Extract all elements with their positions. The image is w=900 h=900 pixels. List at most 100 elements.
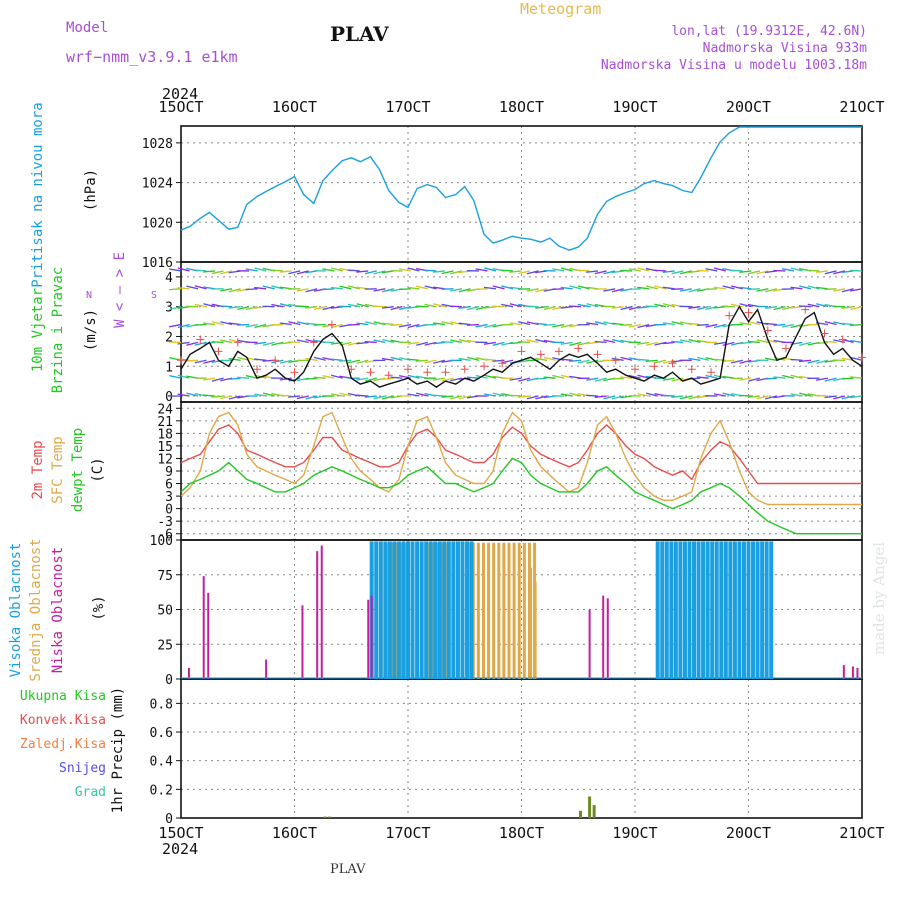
wind-arrow	[620, 356, 633, 361]
wind-arrow	[390, 306, 403, 311]
wind-arrow	[449, 288, 463, 292]
wind-arrow	[841, 357, 854, 361]
wind-arrow	[790, 267, 803, 272]
wind-arrow	[432, 341, 445, 345]
wind-arrow	[824, 321, 837, 326]
wind-arrow	[416, 392, 429, 397]
wind-arrow	[560, 286, 573, 290]
wind-arrow	[373, 395, 386, 400]
wind-arrow	[688, 322, 701, 326]
wind-arrow	[782, 374, 795, 379]
wind-arrow	[637, 341, 650, 345]
wind-arrow	[475, 268, 488, 272]
wind-arrow	[535, 338, 548, 344]
wind-arrow	[398, 268, 411, 272]
low-cloud-bar	[851, 666, 854, 679]
wind-arrow	[245, 375, 258, 379]
panel-frame-wind	[180, 261, 863, 403]
bottom-date-label: 20OCT	[726, 824, 771, 842]
mid-cloud-bar	[436, 542, 440, 679]
wind-gust-marker	[650, 362, 659, 371]
top-date-label: 15OCT	[158, 98, 203, 116]
wind-arrow	[739, 303, 752, 308]
wind-arrow	[271, 285, 284, 290]
wind-arrow	[739, 359, 752, 364]
low-cloud-bar	[602, 595, 605, 679]
wind-arrow	[441, 377, 454, 382]
wind-arrow	[407, 286, 420, 290]
wind-gust-marker	[781, 344, 790, 353]
wind-gust-marker	[441, 368, 450, 377]
low-cloud-bar	[588, 609, 591, 679]
wind-arrow	[509, 377, 522, 381]
wind-arrow	[526, 395, 539, 400]
wind-arrow	[756, 395, 769, 400]
wind-arrow	[330, 267, 343, 272]
wind-arrow	[475, 323, 488, 328]
low-cloud-bar	[606, 598, 609, 679]
wind-arrow	[330, 306, 343, 309]
wind-arrow	[560, 374, 573, 379]
wind-arrow	[228, 288, 241, 293]
wind-arrow	[484, 374, 497, 379]
wind-arrow	[850, 376, 863, 379]
wind-arrow	[543, 306, 556, 311]
y-tick-label: 75	[157, 569, 173, 584]
wind-arrow	[611, 377, 624, 380]
wind-arrow	[245, 288, 258, 291]
y-tick-label: 2	[165, 330, 173, 345]
high-cloud-bar	[746, 541, 751, 679]
mid-cloud-bar	[512, 542, 516, 679]
wind-arrow	[722, 285, 735, 290]
wind-arrow	[833, 288, 846, 292]
wind-arrow	[279, 377, 292, 381]
low-cloud-bar	[842, 665, 845, 679]
wind-arrow	[279, 270, 292, 273]
wind-arrow	[807, 269, 820, 272]
wind-arrow	[356, 341, 369, 345]
wind-arrow	[747, 395, 760, 399]
wind-arrow	[824, 270, 837, 275]
high-cloud-bar	[755, 541, 760, 679]
mid-cloud-bar	[517, 542, 521, 679]
high-cloud-bar	[433, 541, 438, 679]
wind-arrow	[518, 377, 531, 382]
mid-cloud-bar	[497, 542, 501, 679]
wind-arrow	[458, 338, 471, 344]
wind-arrow	[203, 394, 216, 397]
wind-arrow	[177, 358, 190, 361]
wind-arrow	[849, 269, 863, 272]
wind-gust-marker	[574, 344, 583, 353]
high-cloud-bar	[664, 541, 669, 679]
wind-arrow	[782, 323, 795, 328]
low-cloud-bar	[265, 659, 268, 679]
high-cloud-bar	[378, 541, 383, 679]
wind-arrow	[654, 303, 667, 308]
wind-arrow	[467, 306, 480, 311]
wind-arrow	[603, 321, 616, 326]
wind-arrow	[841, 288, 854, 293]
wind-arrow	[177, 374, 190, 379]
wind-arrow	[279, 303, 292, 308]
wind-arrow	[773, 306, 786, 311]
wind-arrow	[330, 358, 343, 361]
wind-arrow	[722, 392, 735, 397]
wind-arrow	[186, 341, 199, 346]
wind-arrow	[535, 377, 548, 380]
wind-arrow	[433, 303, 446, 308]
wind-arrow	[535, 306, 548, 309]
wind-arrow	[382, 395, 394, 400]
wind-arrow	[662, 394, 675, 397]
bottom-date-label: 21OCT	[839, 824, 884, 842]
low-cloud-bar	[316, 551, 319, 679]
wind-gust-marker	[536, 350, 545, 359]
wind-arrow	[177, 286, 190, 290]
wind-arrow	[288, 395, 301, 398]
wind-arrow	[816, 377, 829, 381]
wind-arrow	[330, 374, 343, 379]
wind-arrow	[594, 395, 607, 398]
wind-arrow	[416, 285, 429, 290]
bottom-date-label: 15OCT	[158, 824, 203, 842]
wind-key-south: S	[151, 290, 157, 301]
wind-arrow	[696, 306, 709, 311]
